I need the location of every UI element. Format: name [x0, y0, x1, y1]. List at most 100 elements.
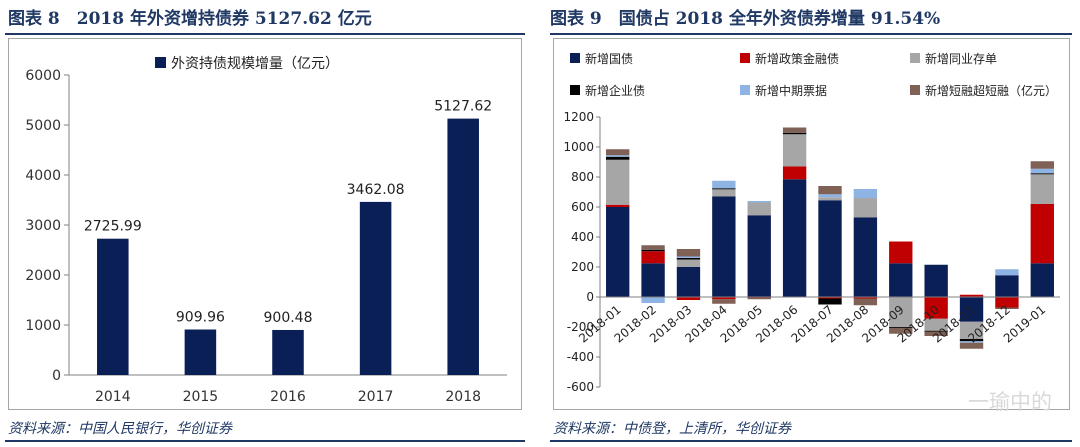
y-tick-label: -200	[567, 320, 594, 334]
bar-segment	[995, 269, 1019, 276]
bar-segment	[889, 327, 913, 328]
bar-segment	[747, 202, 771, 216]
bar-segment	[959, 339, 984, 342]
data-label: 5127.62	[434, 99, 492, 115]
bar-segment	[676, 256, 701, 258]
bar-segment	[853, 217, 878, 297]
bar-segment	[782, 166, 807, 180]
bar-segment	[712, 189, 736, 197]
bar	[97, 238, 129, 375]
bar	[359, 201, 392, 375]
bar-segment	[747, 297, 771, 300]
bar-segment	[782, 132, 807, 135]
bar-segment	[889, 263, 913, 297]
bar-segment	[782, 134, 807, 167]
left-title-rule	[5, 33, 525, 35]
left-bar-chart: 0 1000 2000 3000 4000 5000 6000 2725.99 2014 909.…	[25, 56, 507, 405]
y-tick-label: 3000	[25, 218, 61, 234]
bar-segment	[924, 331, 948, 336]
legend-swatch	[740, 85, 750, 95]
bar-segment	[641, 297, 665, 303]
x-tick-label: 2018	[445, 389, 481, 405]
bar-segment	[676, 258, 701, 260]
data-label: 900.48	[264, 310, 313, 326]
right-source-note: 资料来源：中债登，上清所，华创证券	[553, 421, 791, 437]
bar-segment	[1030, 173, 1054, 175]
bar-segment	[853, 198, 878, 218]
right-title-rule	[550, 33, 1072, 35]
legend-label: 外资持债规模增量（亿元）	[171, 56, 339, 72]
bar-segment	[606, 207, 630, 297]
legend-label: 新增同业存单	[925, 51, 997, 66]
bar-segment	[1030, 168, 1054, 174]
right-chart-title: 图表 9 国债占 2018 全年外资债券增量 91.54%	[550, 9, 941, 29]
legend-label: 新增企业债	[585, 83, 645, 98]
bar-segment	[606, 149, 630, 156]
left-bottom-rule	[5, 440, 525, 442]
bar-segment	[606, 159, 630, 205]
y-tick-label: 1000	[563, 140, 594, 154]
bar-segment	[606, 156, 630, 160]
bar-segment	[1030, 174, 1054, 204]
bar-segment	[889, 297, 913, 327]
y-tick-label: 600	[571, 200, 594, 214]
bar-segment	[747, 201, 771, 203]
data-label: 2725.99	[84, 219, 142, 235]
bar-segment	[1030, 263, 1054, 297]
y-tick-label: 1200	[563, 110, 594, 124]
right-chart-frame: -600 -400 -200 0 200 400 600 800 1000 1200 2018-01…	[553, 38, 1070, 410]
legend-swatch	[740, 53, 750, 63]
left-chart-title: 图表 8 2018 年外资增持债券 5127.62 亿元	[8, 9, 372, 29]
legend-swatch	[570, 85, 580, 95]
right-bottom-rule	[550, 440, 1072, 442]
y-tick-label: 0	[52, 368, 61, 384]
left-chart-frame: 0 1000 2000 3000 4000 5000 6000 2725.99 2014 909.…	[8, 38, 522, 410]
bar-segment	[995, 297, 1019, 308]
bar	[272, 329, 304, 375]
bar-segment	[676, 259, 701, 267]
bar-segment	[782, 127, 807, 133]
bar-segment	[676, 267, 701, 297]
y-tick-label: 2000	[25, 268, 61, 284]
bar-segment	[782, 179, 807, 297]
bar	[447, 118, 479, 375]
bar-segment	[676, 249, 701, 257]
bar-segment	[818, 197, 842, 201]
watermark-text: 一瑜中的	[968, 390, 1052, 414]
y-tick-label: 6000	[25, 68, 61, 84]
bar-segment	[712, 297, 736, 300]
bar-segment	[818, 200, 842, 297]
bar-segment	[818, 298, 842, 305]
bar-segment	[1030, 204, 1054, 264]
bar-segment	[1030, 161, 1054, 169]
legend-swatch	[570, 53, 580, 63]
bar	[184, 329, 217, 375]
data-label: 3462.08	[347, 182, 405, 198]
x-tick-label: 2017	[358, 389, 394, 405]
bar-segment	[747, 215, 771, 297]
bar-segment	[889, 241, 913, 264]
x-tick-label: 2014	[95, 389, 131, 405]
bar-segment	[712, 299, 736, 304]
legend-label: 新增中期票据	[755, 83, 827, 98]
bar-segment	[676, 297, 701, 300]
bar-segment	[959, 321, 984, 339]
y-tick-label: 5000	[25, 118, 61, 134]
bar-segment	[924, 330, 948, 332]
bar-segment	[853, 297, 878, 299]
x-tick-label: 2015	[183, 389, 219, 405]
bar-segment	[924, 264, 948, 297]
y-tick-label: 4000	[25, 168, 61, 184]
bar-segment	[641, 263, 665, 297]
y-tick-label: 1000	[25, 318, 61, 334]
bar-segment	[924, 297, 948, 319]
bar-segment	[818, 186, 842, 195]
legend-label: 新增国债	[585, 51, 633, 66]
bar-segment	[959, 342, 984, 349]
bar-segment	[959, 297, 984, 322]
y-tick-label: 400	[571, 230, 594, 244]
bar-segment	[641, 245, 665, 250]
right-stacked-bar-chart: -600-400-2000200400600800100012002018-01…	[563, 51, 1060, 394]
y-tick-label: -600	[567, 380, 594, 394]
y-tick-label: 800	[571, 170, 594, 184]
